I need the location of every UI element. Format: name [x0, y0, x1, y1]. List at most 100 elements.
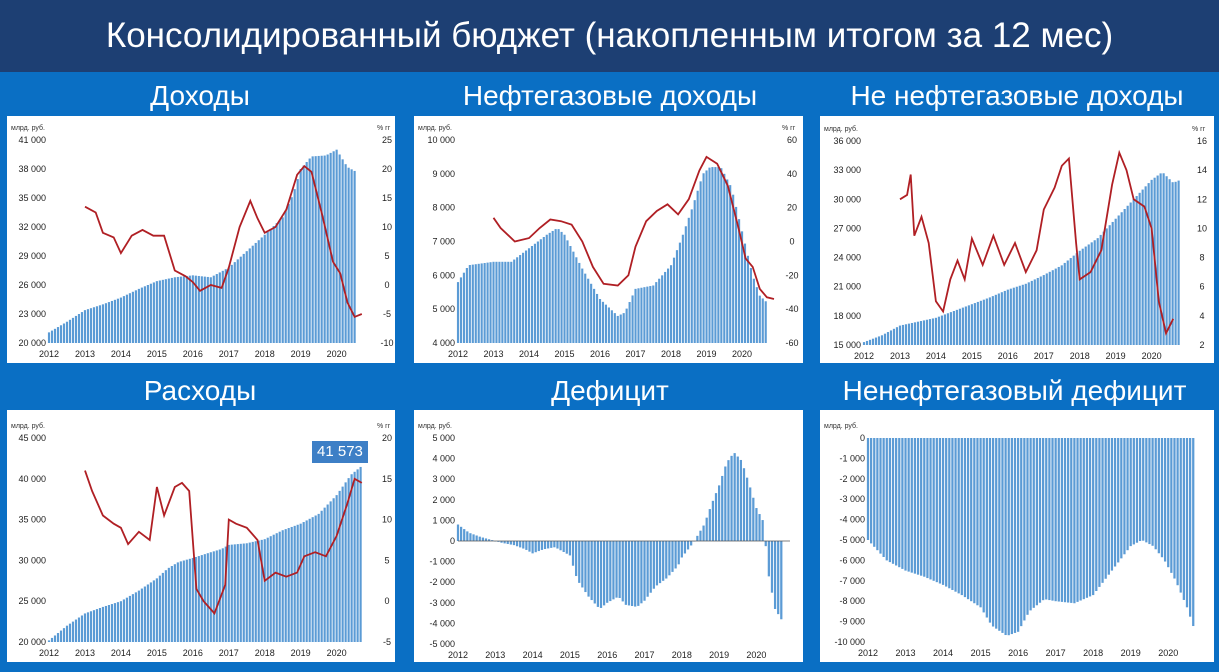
x-tick-label: 2014	[519, 349, 539, 359]
y2-tick-label: 40	[787, 169, 797, 179]
y-tick-label: 30 000	[833, 194, 861, 204]
bar	[916, 321, 920, 345]
x-tick-label: 2017	[1034, 351, 1054, 361]
bar	[1162, 173, 1165, 345]
bar	[474, 264, 477, 343]
y-tick-label: 10 000	[427, 135, 455, 145]
bar	[248, 248, 251, 343]
bar	[599, 541, 603, 608]
bar	[940, 315, 943, 345]
bar	[938, 438, 942, 584]
bar	[1036, 277, 1039, 345]
x-tick-label: 2020	[327, 349, 347, 359]
bar	[596, 541, 600, 607]
bar	[742, 468, 746, 541]
bar	[994, 294, 997, 345]
bar	[749, 268, 752, 343]
bar	[957, 438, 960, 594]
x-tick-label: 2013	[75, 648, 95, 658]
bar	[1159, 173, 1162, 345]
bar	[1132, 199, 1135, 345]
bar	[188, 558, 191, 642]
bar	[263, 539, 266, 642]
bar	[110, 604, 113, 642]
y2-tick-label: 20	[382, 164, 392, 174]
bar	[755, 508, 758, 541]
bar	[489, 262, 492, 343]
bar	[98, 608, 102, 642]
bar	[665, 541, 668, 579]
bar	[1035, 438, 1039, 606]
x-tick-label: 2012	[39, 648, 59, 658]
y2-tick-label: -10	[380, 338, 393, 348]
growth-line	[84, 470, 363, 616]
bar	[86, 612, 90, 642]
bar	[71, 621, 75, 642]
bar	[1032, 438, 1035, 608]
x-tick-label: 2018	[1070, 351, 1090, 361]
bar	[77, 617, 81, 642]
bar	[218, 549, 221, 642]
bar	[350, 474, 353, 642]
bar	[158, 575, 161, 642]
bar	[290, 526, 293, 642]
bar	[1000, 292, 1003, 345]
bar	[714, 493, 718, 541]
bar	[113, 299, 116, 343]
bar	[77, 314, 81, 343]
bar	[578, 541, 581, 583]
bar	[916, 438, 920, 575]
bar	[1029, 438, 1032, 611]
bar	[1067, 438, 1070, 603]
bar	[456, 282, 460, 343]
bar	[1057, 438, 1060, 602]
bar	[134, 290, 137, 343]
bar	[287, 528, 290, 642]
y-tick-label: -7 000	[839, 576, 865, 586]
x-tick-label: 2019	[1106, 351, 1126, 361]
x-tick-label: 2015	[962, 351, 982, 361]
bar	[119, 601, 122, 642]
x-tick-label: 2019	[291, 648, 311, 658]
bar	[637, 288, 640, 343]
bar	[895, 438, 898, 566]
bar	[344, 164, 347, 343]
x-tick-label: 2016	[597, 650, 617, 660]
bar	[62, 323, 66, 343]
bar	[152, 282, 155, 343]
bar	[640, 287, 643, 343]
y2-tick-label: -5	[383, 637, 391, 647]
bar	[80, 312, 84, 343]
bar	[311, 156, 314, 343]
bar	[667, 268, 670, 343]
bar	[658, 541, 662, 584]
bar	[1174, 181, 1177, 345]
bar	[979, 300, 982, 345]
bar	[995, 438, 998, 629]
bar	[761, 520, 764, 541]
y2-tick-label: 4	[1199, 311, 1204, 321]
bar	[176, 276, 179, 343]
bar	[590, 283, 593, 343]
y-tick-label: 15 000	[833, 340, 861, 350]
bar	[296, 179, 299, 343]
bar	[68, 623, 72, 642]
bar	[519, 541, 522, 548]
bar	[155, 578, 158, 642]
bar	[739, 459, 743, 541]
bar	[173, 564, 176, 642]
x-tick-label: 2020	[1158, 648, 1178, 658]
bar	[326, 154, 329, 343]
bar	[616, 315, 619, 343]
bar	[281, 217, 284, 343]
bar	[236, 259, 239, 343]
bar	[1021, 284, 1024, 345]
bar	[548, 232, 551, 343]
bar	[86, 309, 90, 343]
bar	[212, 275, 215, 343]
bar	[901, 324, 905, 345]
bar	[686, 541, 690, 550]
bar	[1120, 212, 1123, 345]
x-tick-label: 2016	[590, 349, 610, 359]
bar	[913, 322, 917, 345]
